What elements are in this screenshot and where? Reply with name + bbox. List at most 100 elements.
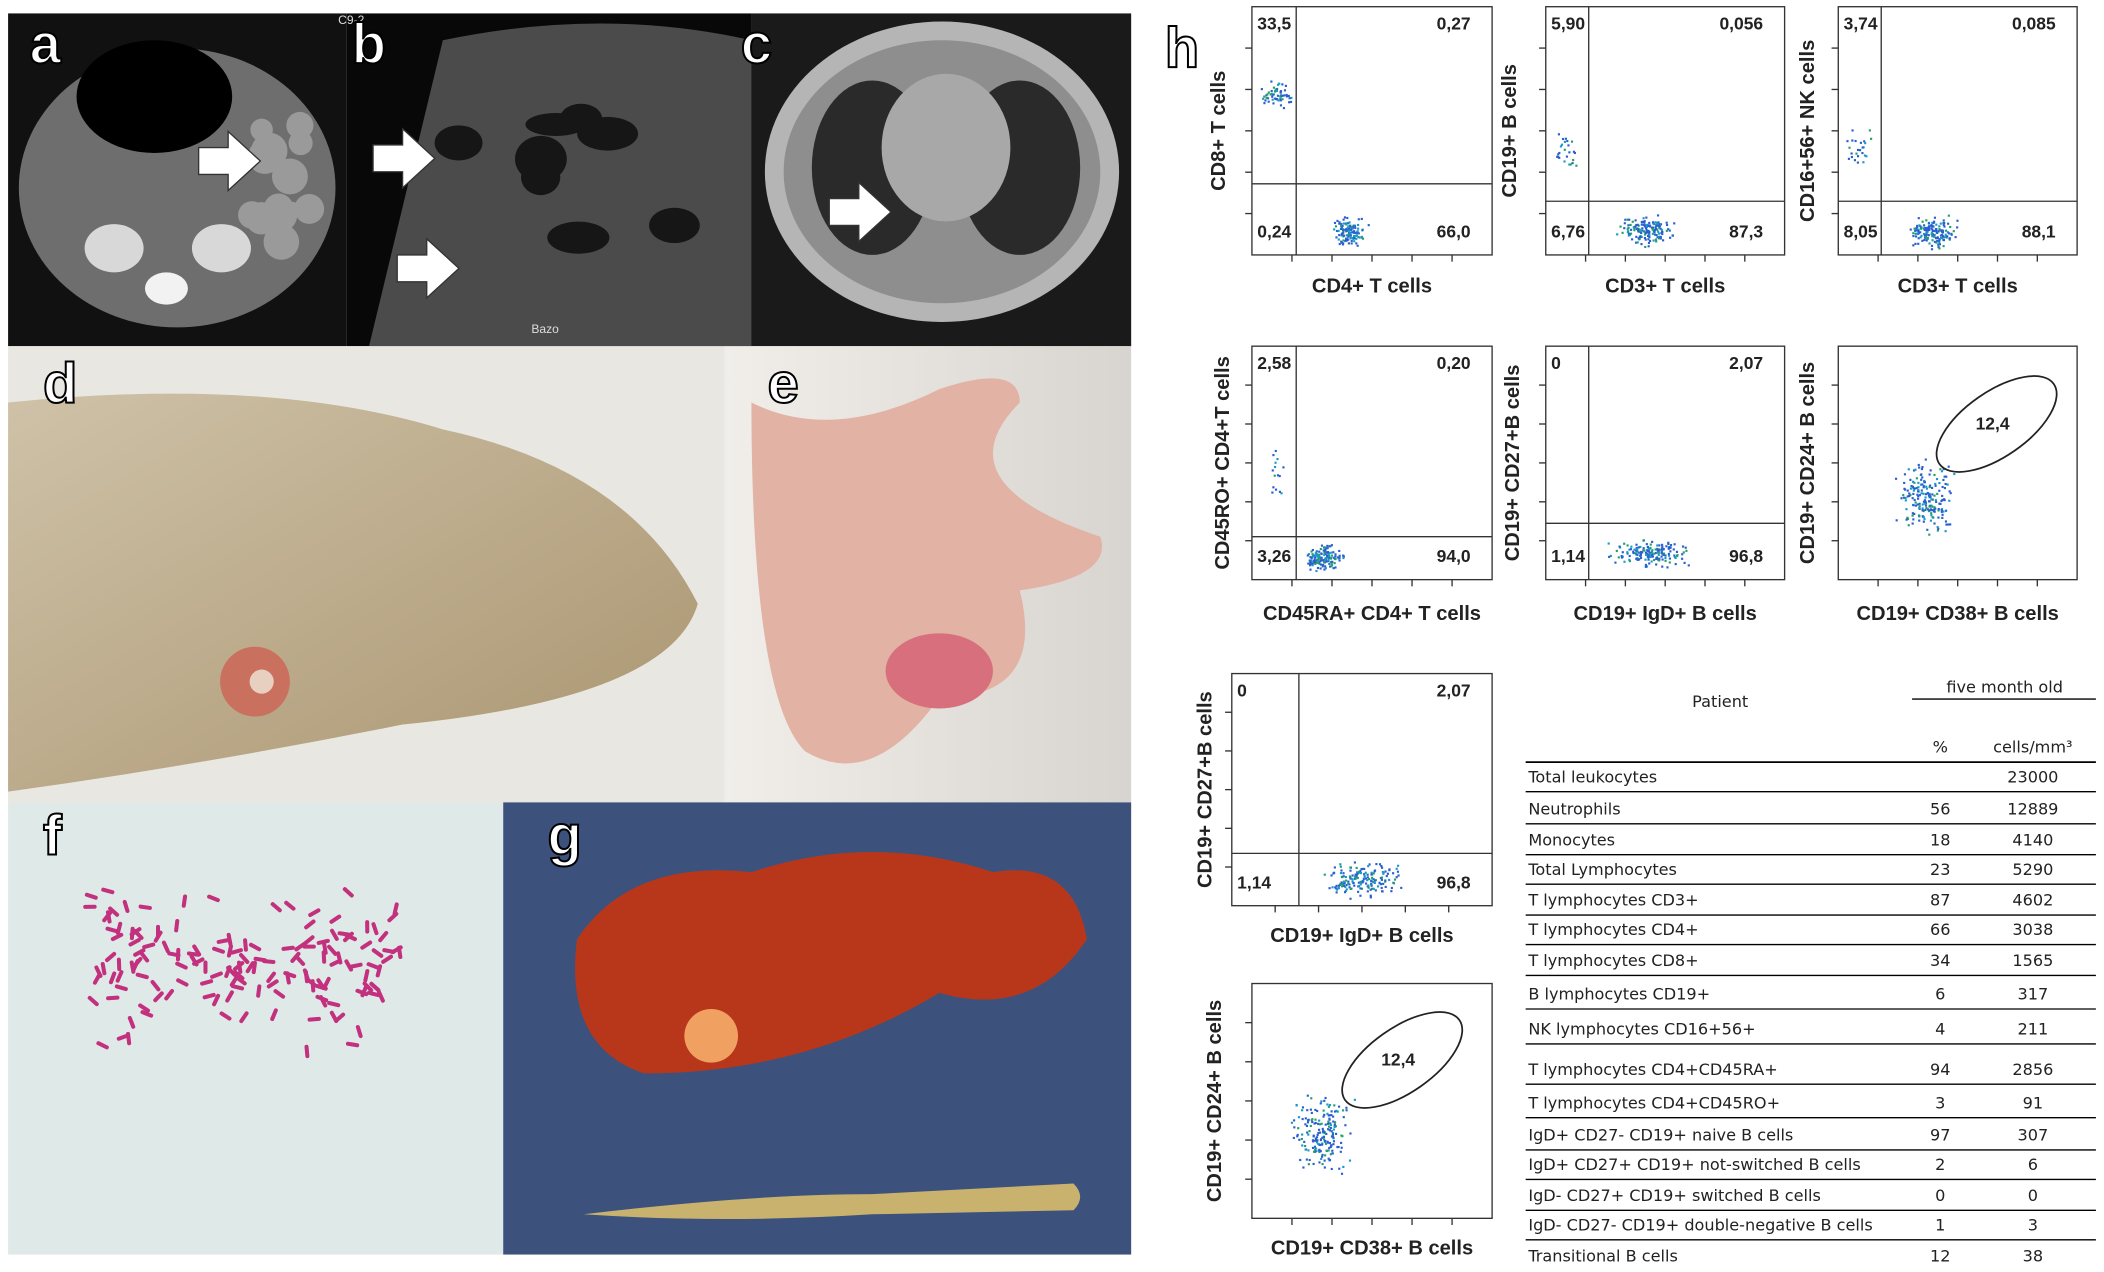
bowel <box>271 158 308 195</box>
event-dot <box>1916 493 1919 496</box>
col-head: cells/mm³ <box>1993 738 2072 757</box>
bacillus <box>243 938 248 952</box>
event-dot <box>1651 540 1654 543</box>
cell: 2856 <box>2012 1060 2053 1079</box>
event-dot <box>1357 218 1360 221</box>
event-dot <box>1329 1122 1332 1125</box>
event-dot <box>1319 547 1322 551</box>
event-dot <box>1326 1141 1329 1144</box>
event-dot <box>1637 546 1640 549</box>
event-dot <box>1339 227 1343 231</box>
bacillus <box>392 902 399 916</box>
event-dot <box>1661 233 1664 236</box>
event-dot <box>1361 237 1365 240</box>
event-dot <box>1940 510 1943 513</box>
event-dot <box>1355 242 1358 245</box>
event-dot <box>1931 493 1934 496</box>
y-axis-label: CD16+56+ NK cells <box>1797 40 1819 222</box>
event-dot <box>1949 523 1952 526</box>
event-dot <box>1668 561 1671 564</box>
event-dot <box>1645 543 1648 546</box>
event-dot <box>1360 217 1363 221</box>
event-dot <box>1307 1149 1310 1152</box>
event-dot <box>1929 469 1932 472</box>
event-dot <box>1357 227 1360 230</box>
quadrant-value: 96,8 <box>1729 546 1763 566</box>
cell: 5290 <box>2012 860 2053 879</box>
cell: 12 <box>1930 1246 1950 1265</box>
event-dot <box>1631 238 1634 241</box>
event-dot <box>1271 98 1274 101</box>
bacillus <box>281 945 295 951</box>
event-dot <box>1573 151 1577 155</box>
event-dot <box>1851 139 1854 142</box>
event-dot <box>1311 1139 1315 1142</box>
bacillus <box>216 938 230 944</box>
event-dot <box>1653 228 1656 232</box>
event-dot <box>1626 218 1629 221</box>
event-dot <box>1922 492 1925 495</box>
event-dot <box>1306 1131 1309 1134</box>
event-dot <box>1342 555 1345 558</box>
table-title: Patient <box>1692 692 1748 711</box>
event-dot <box>1313 562 1316 565</box>
us-spot <box>577 116 639 151</box>
event-dot <box>1912 234 1915 238</box>
event-dot <box>1332 567 1335 570</box>
event-dot <box>1358 884 1361 888</box>
event-dot <box>1662 553 1665 556</box>
event-dot <box>1304 1117 1307 1120</box>
event-dot <box>1333 1110 1337 1113</box>
event-dot <box>1656 214 1660 217</box>
x-axis-label: CD19+ CD38+ B cells <box>1271 1238 1473 1260</box>
event-dot <box>1330 544 1333 547</box>
event-dot <box>1664 556 1667 560</box>
event-dot <box>1916 497 1920 500</box>
y-axis-label: CD19+ CD24+ B cells <box>1797 362 1819 564</box>
event-dot <box>1912 518 1915 521</box>
event-dot <box>1311 562 1314 565</box>
event-dot <box>1938 228 1941 231</box>
event-dot <box>1316 1109 1319 1113</box>
event-dot <box>1640 220 1643 224</box>
event-dot <box>1673 222 1676 225</box>
event-dot <box>1275 89 1278 92</box>
event-dot <box>1336 219 1339 222</box>
event-dot <box>1273 465 1277 469</box>
event-dot <box>1647 547 1650 550</box>
event-dot <box>1347 222 1350 225</box>
event-dot <box>1927 494 1931 497</box>
bacillus <box>285 971 291 985</box>
event-dot <box>1356 231 1359 234</box>
event-dot <box>1894 477 1898 480</box>
bacillus <box>371 948 384 958</box>
event-dot <box>1930 504 1933 507</box>
row-label: T lymphocytes CD3+ <box>1527 891 1698 910</box>
event-dot <box>1675 550 1679 553</box>
event-dot <box>1333 1123 1336 1126</box>
event-dot <box>1331 1149 1334 1152</box>
bacillus <box>225 990 234 1003</box>
event-dot <box>1323 553 1326 557</box>
event-dot <box>1940 229 1943 232</box>
event-dot <box>1332 1136 1335 1139</box>
event-dot <box>1380 864 1383 868</box>
event-dot <box>1918 466 1921 469</box>
event-dot <box>1917 490 1920 493</box>
event-dot <box>1366 890 1369 893</box>
event-dot <box>1914 232 1917 235</box>
event-dot <box>1647 238 1650 241</box>
event-dot <box>1640 223 1643 226</box>
event-dot <box>1644 563 1647 566</box>
bacillus <box>105 926 119 934</box>
event-dot <box>1310 1097 1313 1100</box>
event-dot <box>1673 555 1676 559</box>
event-dot <box>1918 505 1921 508</box>
event-dot <box>1341 224 1344 228</box>
event-dot <box>1359 872 1363 875</box>
event-dot <box>1308 1130 1311 1133</box>
event-dot <box>1563 140 1566 143</box>
event-dot <box>1914 229 1917 232</box>
event-dot <box>1372 887 1375 890</box>
plot-frame <box>1837 345 2078 581</box>
